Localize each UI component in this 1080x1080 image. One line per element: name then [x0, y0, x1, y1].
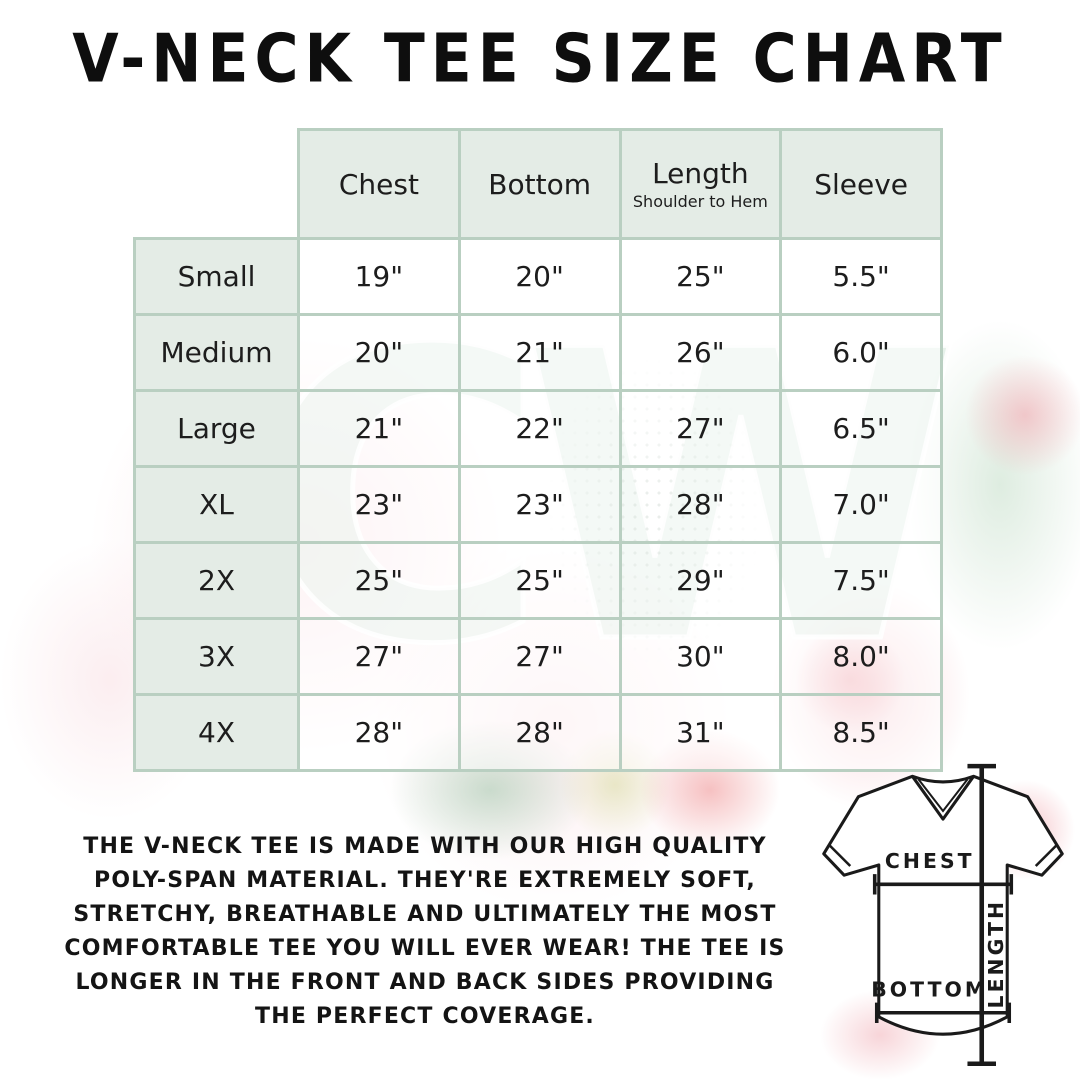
- size-cell: 27": [618, 389, 783, 468]
- vneck-inner-band: [917, 778, 969, 813]
- size-cell: 28": [618, 465, 783, 544]
- col-header-length: Length Shoulder to Hem: [618, 128, 783, 240]
- size-cell: 20": [297, 313, 461, 392]
- size-cell: 7.5": [779, 541, 943, 620]
- page-title: V-NECK TEE SIZE CHART: [72, 20, 1008, 99]
- table-row-large: Large 21" 22" 27" 6.5": [133, 389, 943, 468]
- size-cell: 25": [297, 541, 461, 620]
- product-description: THE V-NECK TEE IS MADE WITH OUR HIGH QUA…: [25, 830, 825, 1034]
- description-line: THE V-NECK TEE IS MADE WITH OUR HIGH QUA…: [83, 834, 767, 859]
- size-cell: 29": [618, 541, 783, 620]
- col-header-chest: Chest: [297, 128, 461, 240]
- size-cell: 31": [618, 693, 783, 772]
- table-row-4x: 4X 28" 28" 31" 8.5": [133, 693, 943, 772]
- size-cell: 8.0": [779, 617, 943, 696]
- size-cell: 22": [457, 389, 622, 468]
- length-measure-label: LENGTH: [984, 899, 1008, 1009]
- tee-outline: [822, 774, 1064, 1036]
- left-cuff-line: [827, 843, 852, 867]
- size-label: 4X: [133, 693, 300, 772]
- tee-measurement-diagram: CHEST BOTTOM LENGTH: [822, 763, 1064, 1067]
- size-cell: 27": [297, 617, 461, 696]
- size-label: 2X: [133, 541, 300, 620]
- size-cell: 21": [457, 313, 622, 392]
- size-cell: 23": [297, 465, 461, 544]
- size-cell: 5.5": [779, 237, 943, 316]
- size-cell: 21": [297, 389, 461, 468]
- size-cell: 6.0": [779, 313, 943, 392]
- size-cell: 25": [457, 541, 622, 620]
- table-row-2x: 2X 25" 25" 29" 7.5": [133, 541, 943, 620]
- size-cell: 25": [618, 237, 783, 316]
- length-measure-line: [967, 763, 996, 1067]
- header-row: Chest Bottom Length Shoulder to Hem Slee…: [135, 128, 943, 240]
- chest-measure-line: [872, 874, 1014, 895]
- size-cell: 23": [457, 465, 622, 544]
- watercolor-blob-flower: [965, 355, 1080, 475]
- table-row-3x: 3X 27" 27" 30" 8.0": [133, 617, 943, 696]
- description-line: THE PERFECT COVERAGE.: [255, 1004, 595, 1029]
- bottom-measure-label: BOTTOM: [871, 977, 988, 1001]
- col-header-bottom: Bottom: [457, 128, 622, 240]
- description-line: STRETCHY, BREATHABLE AND ULTIMATELY THE …: [73, 902, 777, 927]
- size-cell: 20": [457, 237, 622, 316]
- description-line: POLY-SPAN MATERIAL. THEY'RE EXTREMELY SO…: [94, 868, 756, 893]
- col-header-length-sub: Shoulder to Hem: [632, 192, 768, 211]
- table-row-small: Small 19" 20" 25" 5.5": [133, 237, 943, 316]
- size-label: Medium: [133, 313, 300, 392]
- table-row-xl: XL 23" 23" 28" 7.0": [133, 465, 943, 544]
- description-line: LONGER IN THE FRONT AND BACK SIDES PROVI…: [75, 970, 775, 995]
- right-cuff-line: [1034, 843, 1059, 867]
- size-cell: 19": [297, 237, 461, 316]
- size-label: 3X: [133, 617, 300, 696]
- col-header-length-main: Length: [652, 157, 749, 190]
- size-chart-table: Chest Bottom Length Shoulder to Hem Slee…: [133, 128, 943, 772]
- col-header-sleeve: Sleeve: [779, 128, 943, 240]
- size-label: Small: [133, 237, 300, 316]
- vneck-outer: [911, 775, 975, 821]
- size-cell: 30": [618, 617, 783, 696]
- size-cell: 27": [457, 617, 622, 696]
- size-cell: 8.5": [779, 693, 943, 772]
- size-cell: 28": [457, 693, 622, 772]
- bottom-measure-line: [874, 1002, 1012, 1023]
- chest-measure-label: CHEST: [885, 849, 975, 873]
- size-cell: 26": [618, 313, 783, 392]
- description-line: COMFORTABLE TEE YOU WILL EVER WEAR! THE …: [64, 936, 786, 961]
- size-cell: 7.0": [779, 465, 943, 544]
- size-label: XL: [133, 465, 300, 544]
- size-label: Large: [133, 389, 300, 468]
- corner-cell: [135, 130, 299, 239]
- size-cell: 28": [297, 693, 461, 772]
- table-row-medium: Medium 20" 21" 26" 6.0": [133, 313, 943, 392]
- size-cell: 6.5": [779, 389, 943, 468]
